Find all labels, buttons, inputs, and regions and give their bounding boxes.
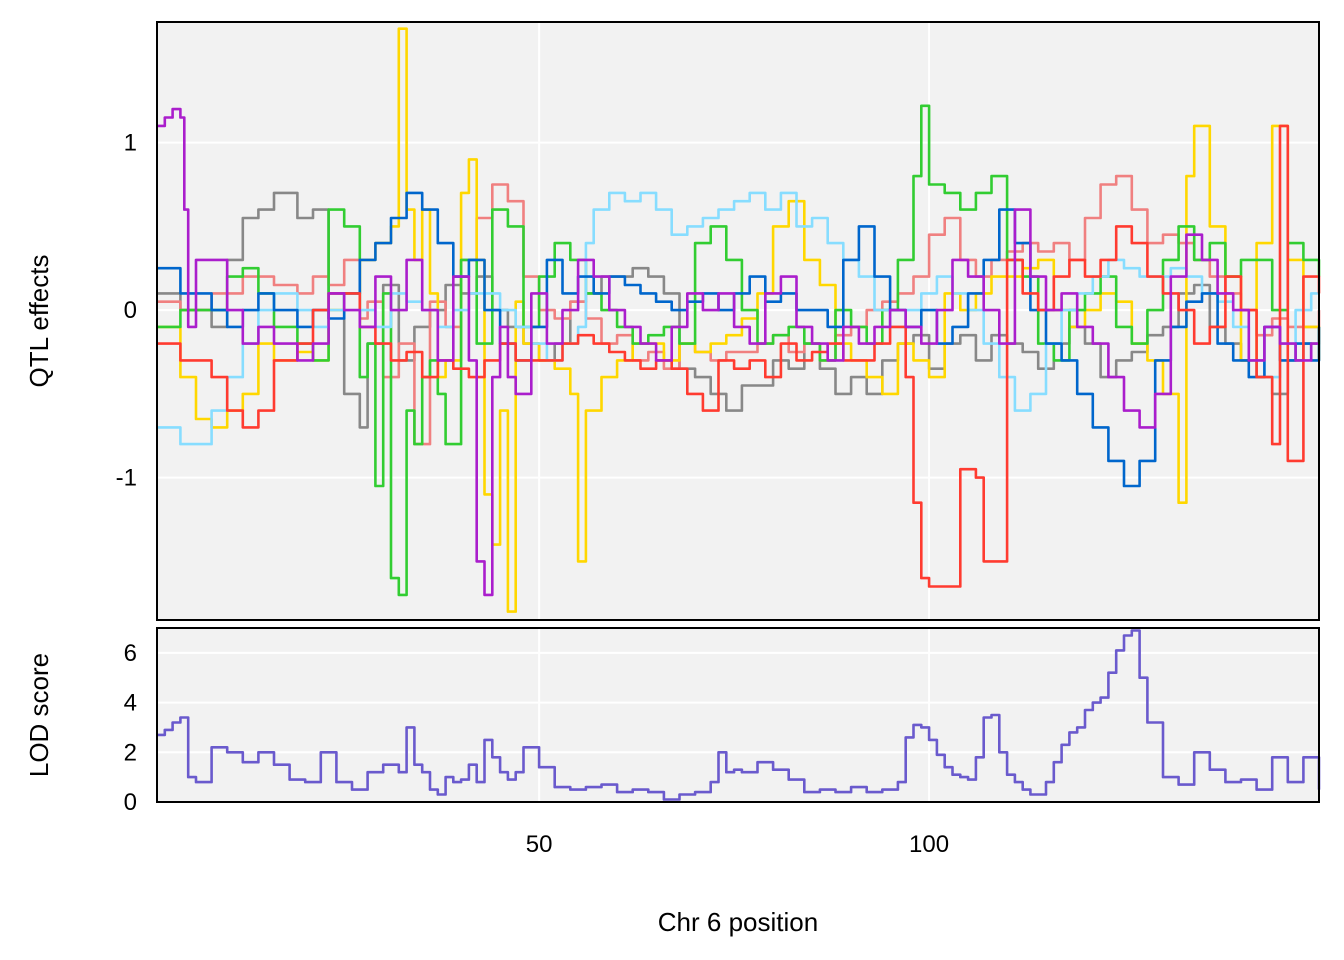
x-tick-labels: 50 100 xyxy=(526,831,949,858)
x-axis-title: Chr 6 position xyxy=(658,907,818,937)
lod-y-tick-label: 2 xyxy=(124,739,137,766)
effects-panel: -1 0 1 xyxy=(116,21,1321,621)
lod-panel: 0 2 4 6 50 100 xyxy=(124,627,1321,858)
effects-series-line-5 xyxy=(157,191,1319,446)
x-tick-label: 100 xyxy=(909,831,949,858)
effects-series-line-8 xyxy=(157,107,1319,597)
lod-y-tick-label: 0 xyxy=(124,789,137,816)
effects-panel-border xyxy=(156,21,1320,621)
x-tick-label: 50 xyxy=(526,831,553,858)
effects-series-line-4 xyxy=(157,104,1321,597)
effects-series-group xyxy=(157,27,1321,613)
effects-y-tick-label: 0 xyxy=(124,297,137,324)
lod-y-tick-label: 6 xyxy=(124,640,137,667)
effects-series-line-7 xyxy=(157,124,1321,588)
lod-panel-border xyxy=(156,627,1320,803)
lod-y-tick-label: 4 xyxy=(124,690,137,717)
effects-panel-background xyxy=(157,22,1319,620)
lod-panel-background xyxy=(157,628,1319,802)
lod-y-axis-title: LOD score xyxy=(24,653,54,777)
effects-y-tick-label: 1 xyxy=(124,130,137,157)
lod-series-line-1 xyxy=(157,629,1321,801)
effects-y-tick-label: -1 xyxy=(116,465,137,492)
lod-y-ticks: 0 2 4 6 xyxy=(124,640,137,816)
effects-series-line-6 xyxy=(157,191,1321,488)
lod-series-group xyxy=(157,629,1321,801)
effects-y-axis-title: QTL effects xyxy=(24,255,54,388)
effects-y-ticks: -1 0 1 xyxy=(116,130,137,492)
